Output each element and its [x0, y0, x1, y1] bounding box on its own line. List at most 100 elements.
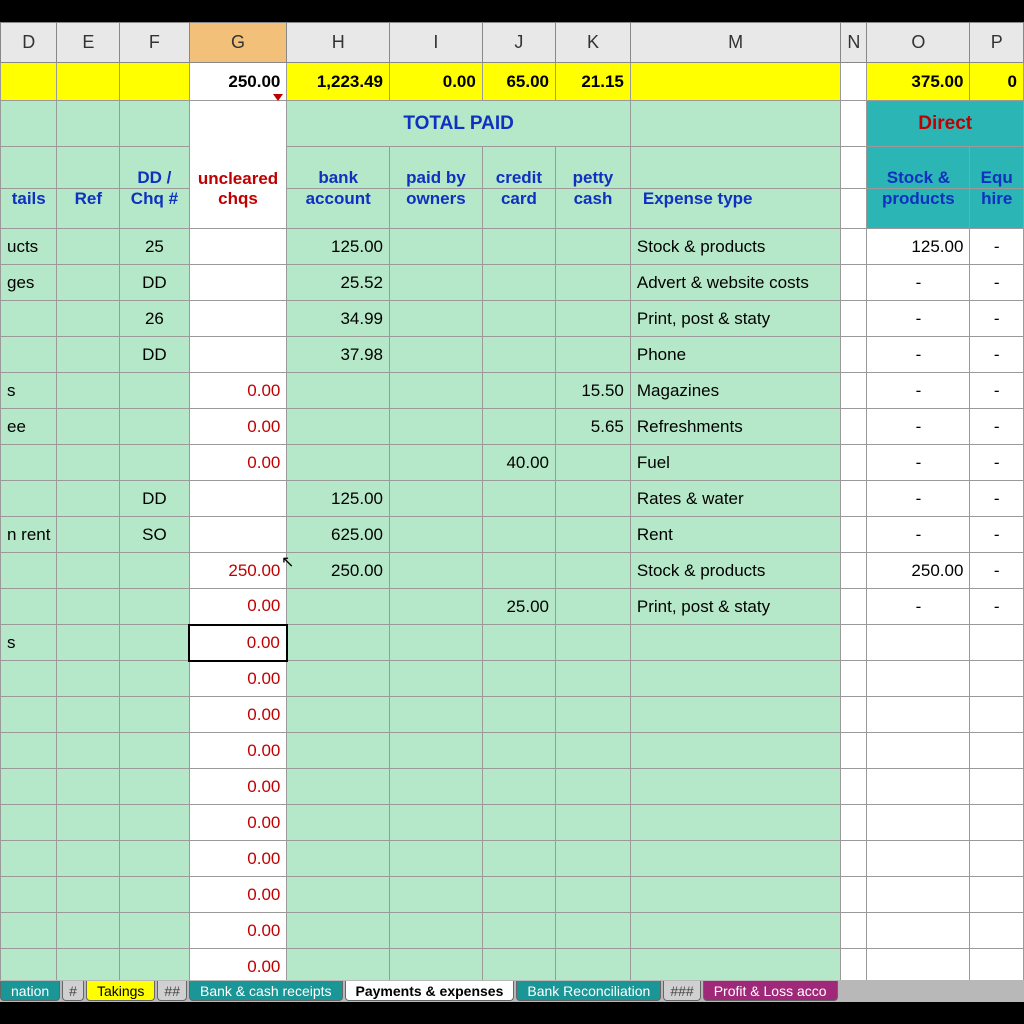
cell-I[interactable]: [390, 553, 483, 589]
cell-P[interactable]: -: [970, 553, 1024, 589]
cell-N[interactable]: [841, 949, 867, 981]
cell-K[interactable]: [556, 733, 631, 769]
cell-M[interactable]: [630, 625, 841, 661]
cell-E[interactable]: [57, 553, 120, 589]
cell-H[interactable]: [287, 877, 390, 913]
cell-G[interactable]: 0.00: [189, 373, 287, 409]
column-header-J[interactable]: J: [482, 23, 555, 63]
cell-N[interactable]: [841, 445, 867, 481]
cell-J[interactable]: [482, 697, 555, 733]
cell-D[interactable]: [1, 877, 57, 913]
cell-N[interactable]: [841, 661, 867, 697]
cell-M[interactable]: Rent: [630, 517, 841, 553]
column-header-P[interactable]: P: [970, 23, 1024, 63]
cell-F[interactable]: SO: [120, 517, 189, 553]
cell-O[interactable]: [867, 841, 970, 877]
cell-M[interactable]: [630, 733, 841, 769]
cell-P[interactable]: -: [970, 229, 1024, 265]
cell-I[interactable]: [390, 229, 483, 265]
cell-D[interactable]: [1, 481, 57, 517]
cell-N[interactable]: [841, 553, 867, 589]
cell-M[interactable]: Rates & water: [630, 481, 841, 517]
cell-G[interactable]: 0.00: [189, 805, 287, 841]
cell-F[interactable]: [120, 373, 189, 409]
cell-G[interactable]: [189, 481, 287, 517]
cell-D[interactable]: [1, 733, 57, 769]
cell-H[interactable]: [287, 373, 390, 409]
cell-E[interactable]: [57, 877, 120, 913]
cell-E[interactable]: [57, 517, 120, 553]
cell-G[interactable]: 0.00: [189, 445, 287, 481]
cell-I[interactable]: [390, 877, 483, 913]
cell-M[interactable]: Stock & products: [630, 553, 841, 589]
cell-J[interactable]: [482, 301, 555, 337]
cell-G[interactable]: 250.00: [189, 553, 287, 589]
cell-G[interactable]: [189, 301, 287, 337]
cell-P[interactable]: [970, 697, 1024, 733]
cell-P[interactable]: [970, 805, 1024, 841]
cell-N[interactable]: [841, 409, 867, 445]
cell-M[interactable]: [630, 769, 841, 805]
cell-I[interactable]: [390, 265, 483, 301]
cell-O[interactable]: -: [867, 337, 970, 373]
cell-D[interactable]: [1, 589, 57, 625]
cell-N[interactable]: [841, 265, 867, 301]
cell-O[interactable]: [867, 733, 970, 769]
sheet-tab----[interactable]: ###: [663, 981, 700, 1001]
cell-E[interactable]: [57, 409, 120, 445]
cell-N[interactable]: [841, 517, 867, 553]
sheet-tab-bank---cash-receipts[interactable]: Bank & cash receipts: [189, 981, 343, 1001]
totals-cell-N[interactable]: [841, 63, 867, 101]
cell-F[interactable]: [120, 625, 189, 661]
cell-N[interactable]: [841, 481, 867, 517]
cell-O[interactable]: -: [867, 589, 970, 625]
cell-G[interactable]: 0.00: [189, 625, 287, 661]
cell-O[interactable]: -: [867, 409, 970, 445]
cell-I[interactable]: [390, 949, 483, 981]
cell-I[interactable]: [390, 517, 483, 553]
sheet-tab-takings[interactable]: Takings: [86, 981, 155, 1001]
totals-cell-H[interactable]: 1,223.49: [287, 63, 390, 101]
cell-E[interactable]: [57, 841, 120, 877]
cell-O[interactable]: [867, 913, 970, 949]
table-row[interactable]: DD125.00Rates & water--: [1, 481, 1024, 517]
cell-I[interactable]: [390, 841, 483, 877]
cell-J[interactable]: [482, 625, 555, 661]
cell-K[interactable]: [556, 301, 631, 337]
cell-N[interactable]: [841, 625, 867, 661]
cell-G[interactable]: 0.00: [189, 949, 287, 981]
cell-J[interactable]: [482, 373, 555, 409]
cell-P[interactable]: [970, 769, 1024, 805]
cell-N[interactable]: [841, 697, 867, 733]
cell-D[interactable]: [1, 697, 57, 733]
cell-I[interactable]: [390, 913, 483, 949]
cell-P[interactable]: [970, 661, 1024, 697]
cell-F[interactable]: [120, 841, 189, 877]
cell-P[interactable]: [970, 733, 1024, 769]
cell-M[interactable]: Advert & website costs: [630, 265, 841, 301]
cell-H[interactable]: 250.00: [287, 553, 390, 589]
cell-O[interactable]: [867, 805, 970, 841]
cell-J[interactable]: [482, 841, 555, 877]
table-row[interactable]: 0.00: [1, 913, 1024, 949]
totals-cell-O[interactable]: 375.00: [867, 63, 970, 101]
cell-D[interactable]: [1, 769, 57, 805]
table-row[interactable]: 0.00: [1, 841, 1024, 877]
cell-K[interactable]: [556, 589, 631, 625]
cell-G[interactable]: 0.00: [189, 877, 287, 913]
cell-K[interactable]: [556, 265, 631, 301]
column-header-H[interactable]: H: [287, 23, 390, 63]
cell-O[interactable]: -: [867, 373, 970, 409]
table-row[interactable]: 0.00: [1, 697, 1024, 733]
cell-N[interactable]: [841, 805, 867, 841]
cell-N[interactable]: [841, 301, 867, 337]
cell-N[interactable]: [841, 229, 867, 265]
cell-J[interactable]: [482, 553, 555, 589]
cell-G[interactable]: 0.00: [189, 733, 287, 769]
column-header-D[interactable]: D: [1, 23, 57, 63]
cell-G[interactable]: 0.00: [189, 769, 287, 805]
cell-M[interactable]: [630, 877, 841, 913]
sheet-tab--[interactable]: #: [62, 981, 84, 1001]
cell-P[interactable]: [970, 913, 1024, 949]
totals-cell-E[interactable]: [57, 63, 120, 101]
